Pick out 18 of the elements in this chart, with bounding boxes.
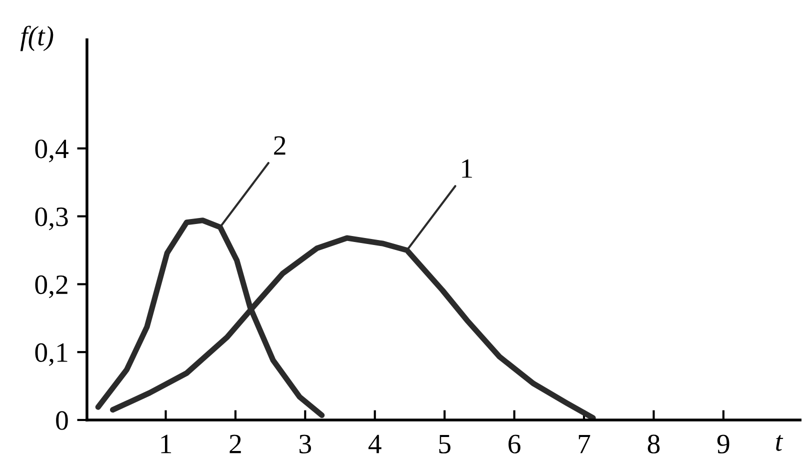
x-tick-label: 8 [648,434,660,454]
x-tick-label: 6 [508,434,520,454]
y-tick-label: 0,1 [35,343,68,366]
x-tick-label: 7 [578,434,590,454]
y-tick-label: 0,2 [35,275,68,298]
y-tick-label: 0 [56,411,68,430]
x-axis-title: t [776,435,784,451]
x-tick-label: 4 [368,434,382,454]
annotation: 1 [462,159,472,178]
annotation: 2 [274,136,286,155]
x-tick-label: 3 [300,434,312,454]
y-axis-title: f(t) [20,26,54,52]
x-tick-label: 9 [717,434,730,454]
x-tick-label: 2 [230,434,241,454]
x-tick-label: 1 [161,434,172,454]
y-tick-label: 0,3 [35,207,68,230]
x-tick-label: 5 [439,434,450,454]
y-tick-label: 0,4 [35,140,68,162]
